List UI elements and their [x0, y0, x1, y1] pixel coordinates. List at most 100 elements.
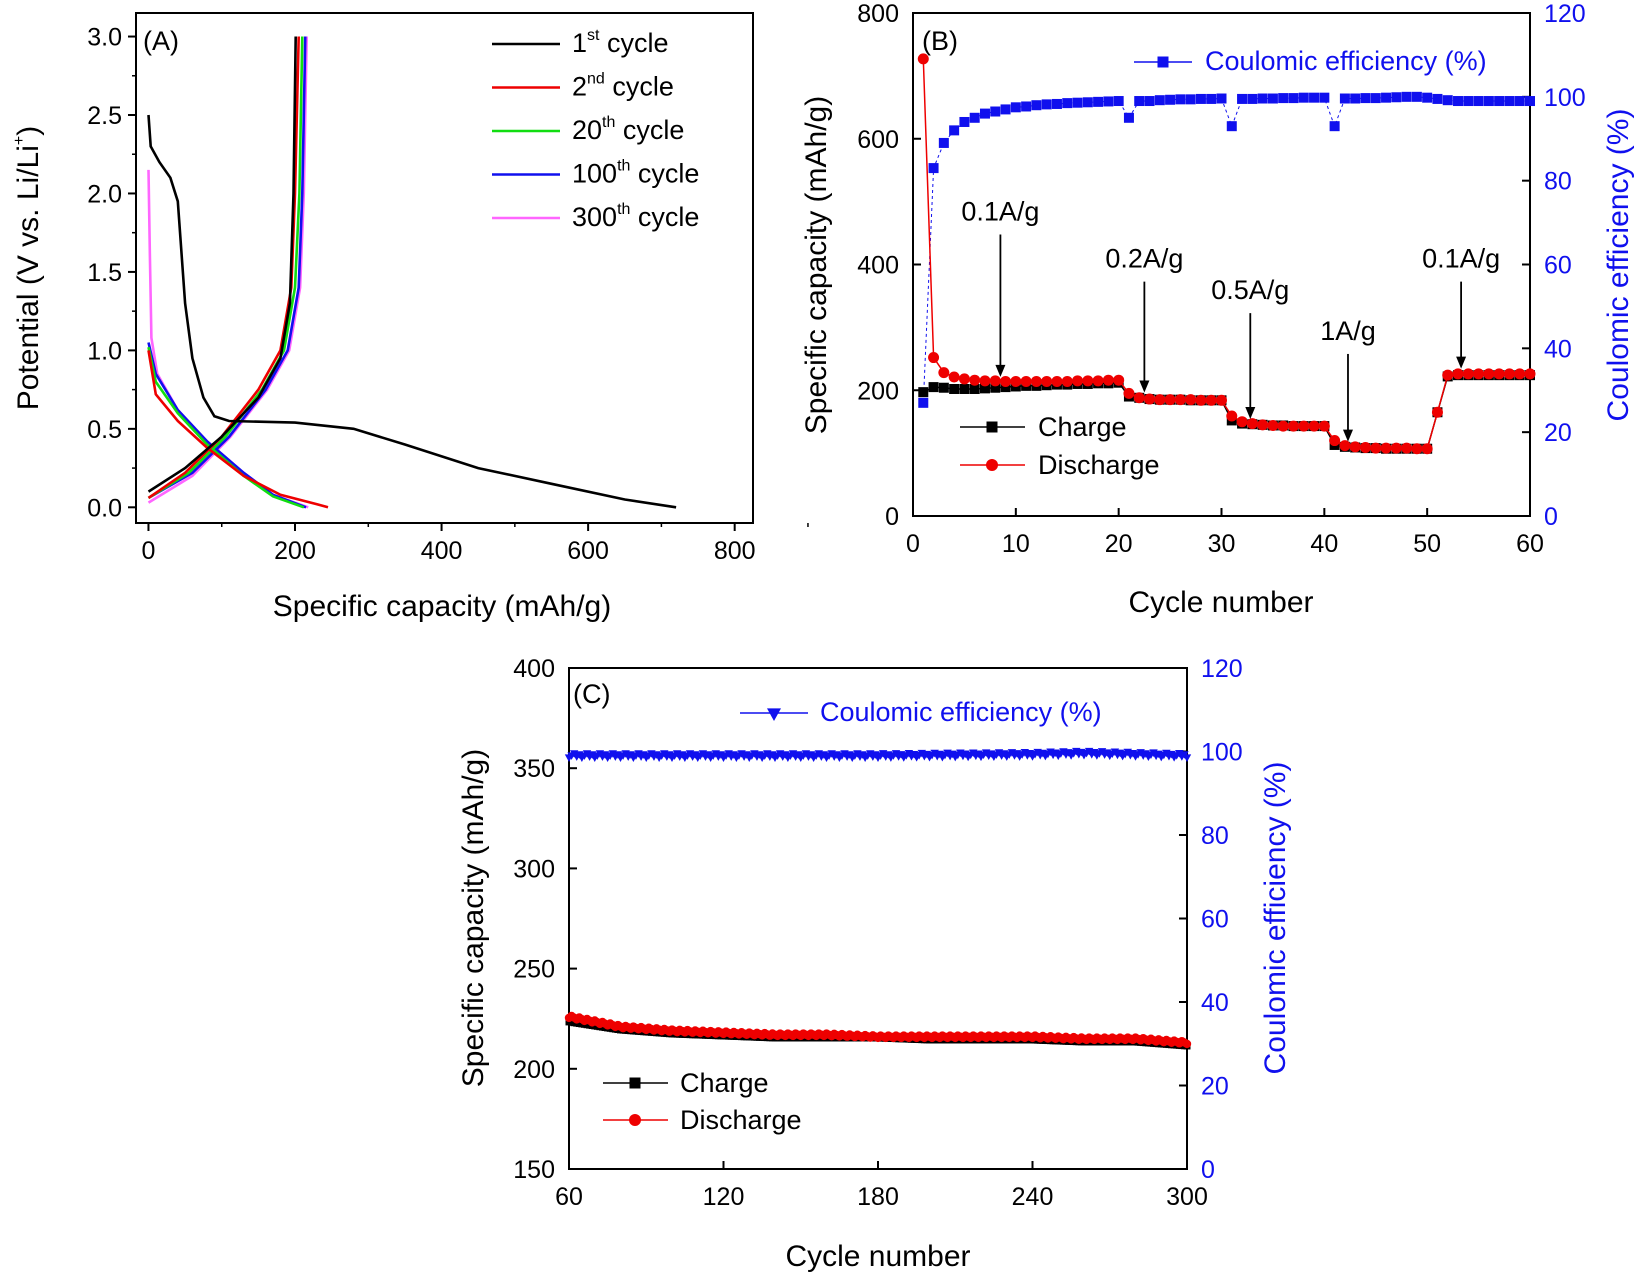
discharge-point [1082, 375, 1094, 387]
panel-b-y2-axis-label: Coulomic efficiency (%) [1602, 109, 1635, 422]
ce-point [1422, 92, 1433, 103]
discharge-point [1154, 394, 1166, 406]
discharge-point [1113, 374, 1125, 386]
discharge-point [1216, 394, 1227, 406]
legend-label-20: 20th cycle [572, 114, 684, 145]
panel-c-label: (C) [573, 679, 610, 709]
discharge-point [1164, 394, 1176, 406]
curve-100-charge [147, 36, 307, 500]
ce-point [1309, 92, 1320, 103]
ce-point [1123, 112, 1134, 123]
discharge-point [1226, 410, 1238, 422]
discharge-point [1257, 419, 1269, 431]
discharge-point [1401, 442, 1413, 454]
x-tick-label: 120 [703, 1183, 745, 1211]
discharge-point [1318, 420, 1330, 432]
x-tick-label: 10 [1002, 530, 1030, 558]
curve-1-charge [147, 36, 297, 493]
y-tick-label: 0.5 [87, 416, 122, 444]
discharge-point [1514, 368, 1526, 380]
discharge-point [958, 373, 970, 385]
discharge-point [1421, 443, 1433, 455]
charge-point [969, 383, 980, 394]
y-tick-label: 400 [857, 252, 899, 280]
ce-point [1329, 121, 1340, 132]
discharge-point [1524, 368, 1536, 380]
ce-point [1206, 93, 1217, 104]
panel-a-label: (A) [143, 26, 179, 56]
y-tick-label: 1.0 [87, 337, 122, 365]
discharge-point [1182, 1039, 1192, 1049]
panel-b: (B) 0 10 20 30 40 50 6002004006008000204060801… [800, 0, 1635, 619]
ce-point [1154, 95, 1165, 106]
discharge-point [969, 374, 981, 386]
y-tick-label: 200 [857, 377, 899, 405]
discharge-point [1298, 420, 1310, 432]
y-tick-label: 3.0 [87, 24, 122, 52]
legend-discharge-marker [629, 1114, 641, 1126]
legend-sup: th [602, 114, 615, 131]
panel-a-ticks: 0 200 400 600 800 0.0 0.5 1.0 1.5 2.0 2.5 3.0 [87, 24, 809, 565]
discharge-point [1000, 375, 1012, 387]
panel-b-label: (B) [922, 26, 958, 56]
discharge-point [1123, 387, 1135, 399]
discharge-point [1359, 441, 1371, 453]
discharge-point [928, 352, 940, 364]
curve-20-discharge [147, 346, 305, 509]
ce-point [938, 137, 949, 148]
ce-point [1473, 96, 1484, 107]
legend-num: 100 [572, 159, 617, 189]
x-tick-label: 300 [1166, 1183, 1208, 1211]
panel-c-ticks: 60 120 180 240 300 150 200 250 300 350 400 0 20 40 60 8… [513, 655, 1242, 1211]
discharge-point [1380, 442, 1392, 454]
ce-point [979, 108, 990, 119]
ce-point [1103, 96, 1114, 107]
panel-c-frame [568, 667, 1188, 1170]
discharge-point [1493, 368, 1505, 380]
legend-sup: th [617, 201, 630, 218]
panel-c-y2-axis-label: Coulomic efficiency (%) [1259, 762, 1292, 1075]
panel-b-annotations: 0.1A/g 0.2A/g 0.5A/g 1A/g 0.1A/g [961, 196, 1500, 442]
ce-point [1370, 93, 1381, 104]
discharge-point [1431, 406, 1443, 418]
ce-point [1391, 92, 1402, 103]
y-tick-label: 400 [513, 655, 555, 683]
panel-c: (C) 60 120 180 240 300 150 200 250 300 350 400 0 20 4… [457, 655, 1292, 1273]
ce-point [1226, 121, 1237, 132]
legend-num: 1 [572, 28, 587, 58]
ce-point [1216, 93, 1227, 104]
rate-label: 0.2A/g [1105, 244, 1183, 274]
ce-point [1021, 101, 1032, 112]
y-tick-label: 800 [857, 0, 899, 28]
y-tick-label: 0 [885, 503, 899, 531]
ce-point [918, 397, 929, 408]
ce-point [1072, 97, 1083, 108]
y2-tick-label: 100 [1201, 739, 1243, 767]
legend-label-300: 300th cycle [572, 201, 699, 232]
y-tick-label: 350 [513, 755, 555, 783]
legend-discharge-marker [986, 459, 998, 471]
discharge-point [1102, 374, 1114, 386]
discharge-point [1329, 435, 1341, 447]
discharge-point [938, 367, 950, 379]
panel-a-y-axis-label-end: ) [12, 126, 45, 136]
legend-tail: cycle [630, 159, 699, 189]
x-tick-label: 0 [142, 537, 156, 565]
charge-point [918, 387, 929, 398]
discharge-point [1339, 440, 1351, 452]
ce-point [949, 125, 960, 136]
legend-discharge-label: Discharge [1038, 450, 1160, 480]
ce-point [1360, 93, 1371, 104]
y2-tick-label: 40 [1544, 335, 1572, 363]
ce-point [1144, 96, 1155, 107]
panel-a: (A) 0 200 400 600 800 0.0 0.5 1.0 1.5 2.0 2.5 3.0 1… [11, 12, 809, 623]
charge-point [959, 383, 970, 394]
ce-point [1463, 96, 1474, 107]
legend-tail: cycle [599, 28, 668, 58]
rate-arrow-head [1245, 406, 1256, 419]
discharge-point [1503, 368, 1515, 380]
discharge-point [1072, 375, 1084, 387]
charge-point [979, 383, 990, 394]
y2-tick-label: 120 [1201, 655, 1243, 683]
ce-point [1093, 96, 1104, 107]
